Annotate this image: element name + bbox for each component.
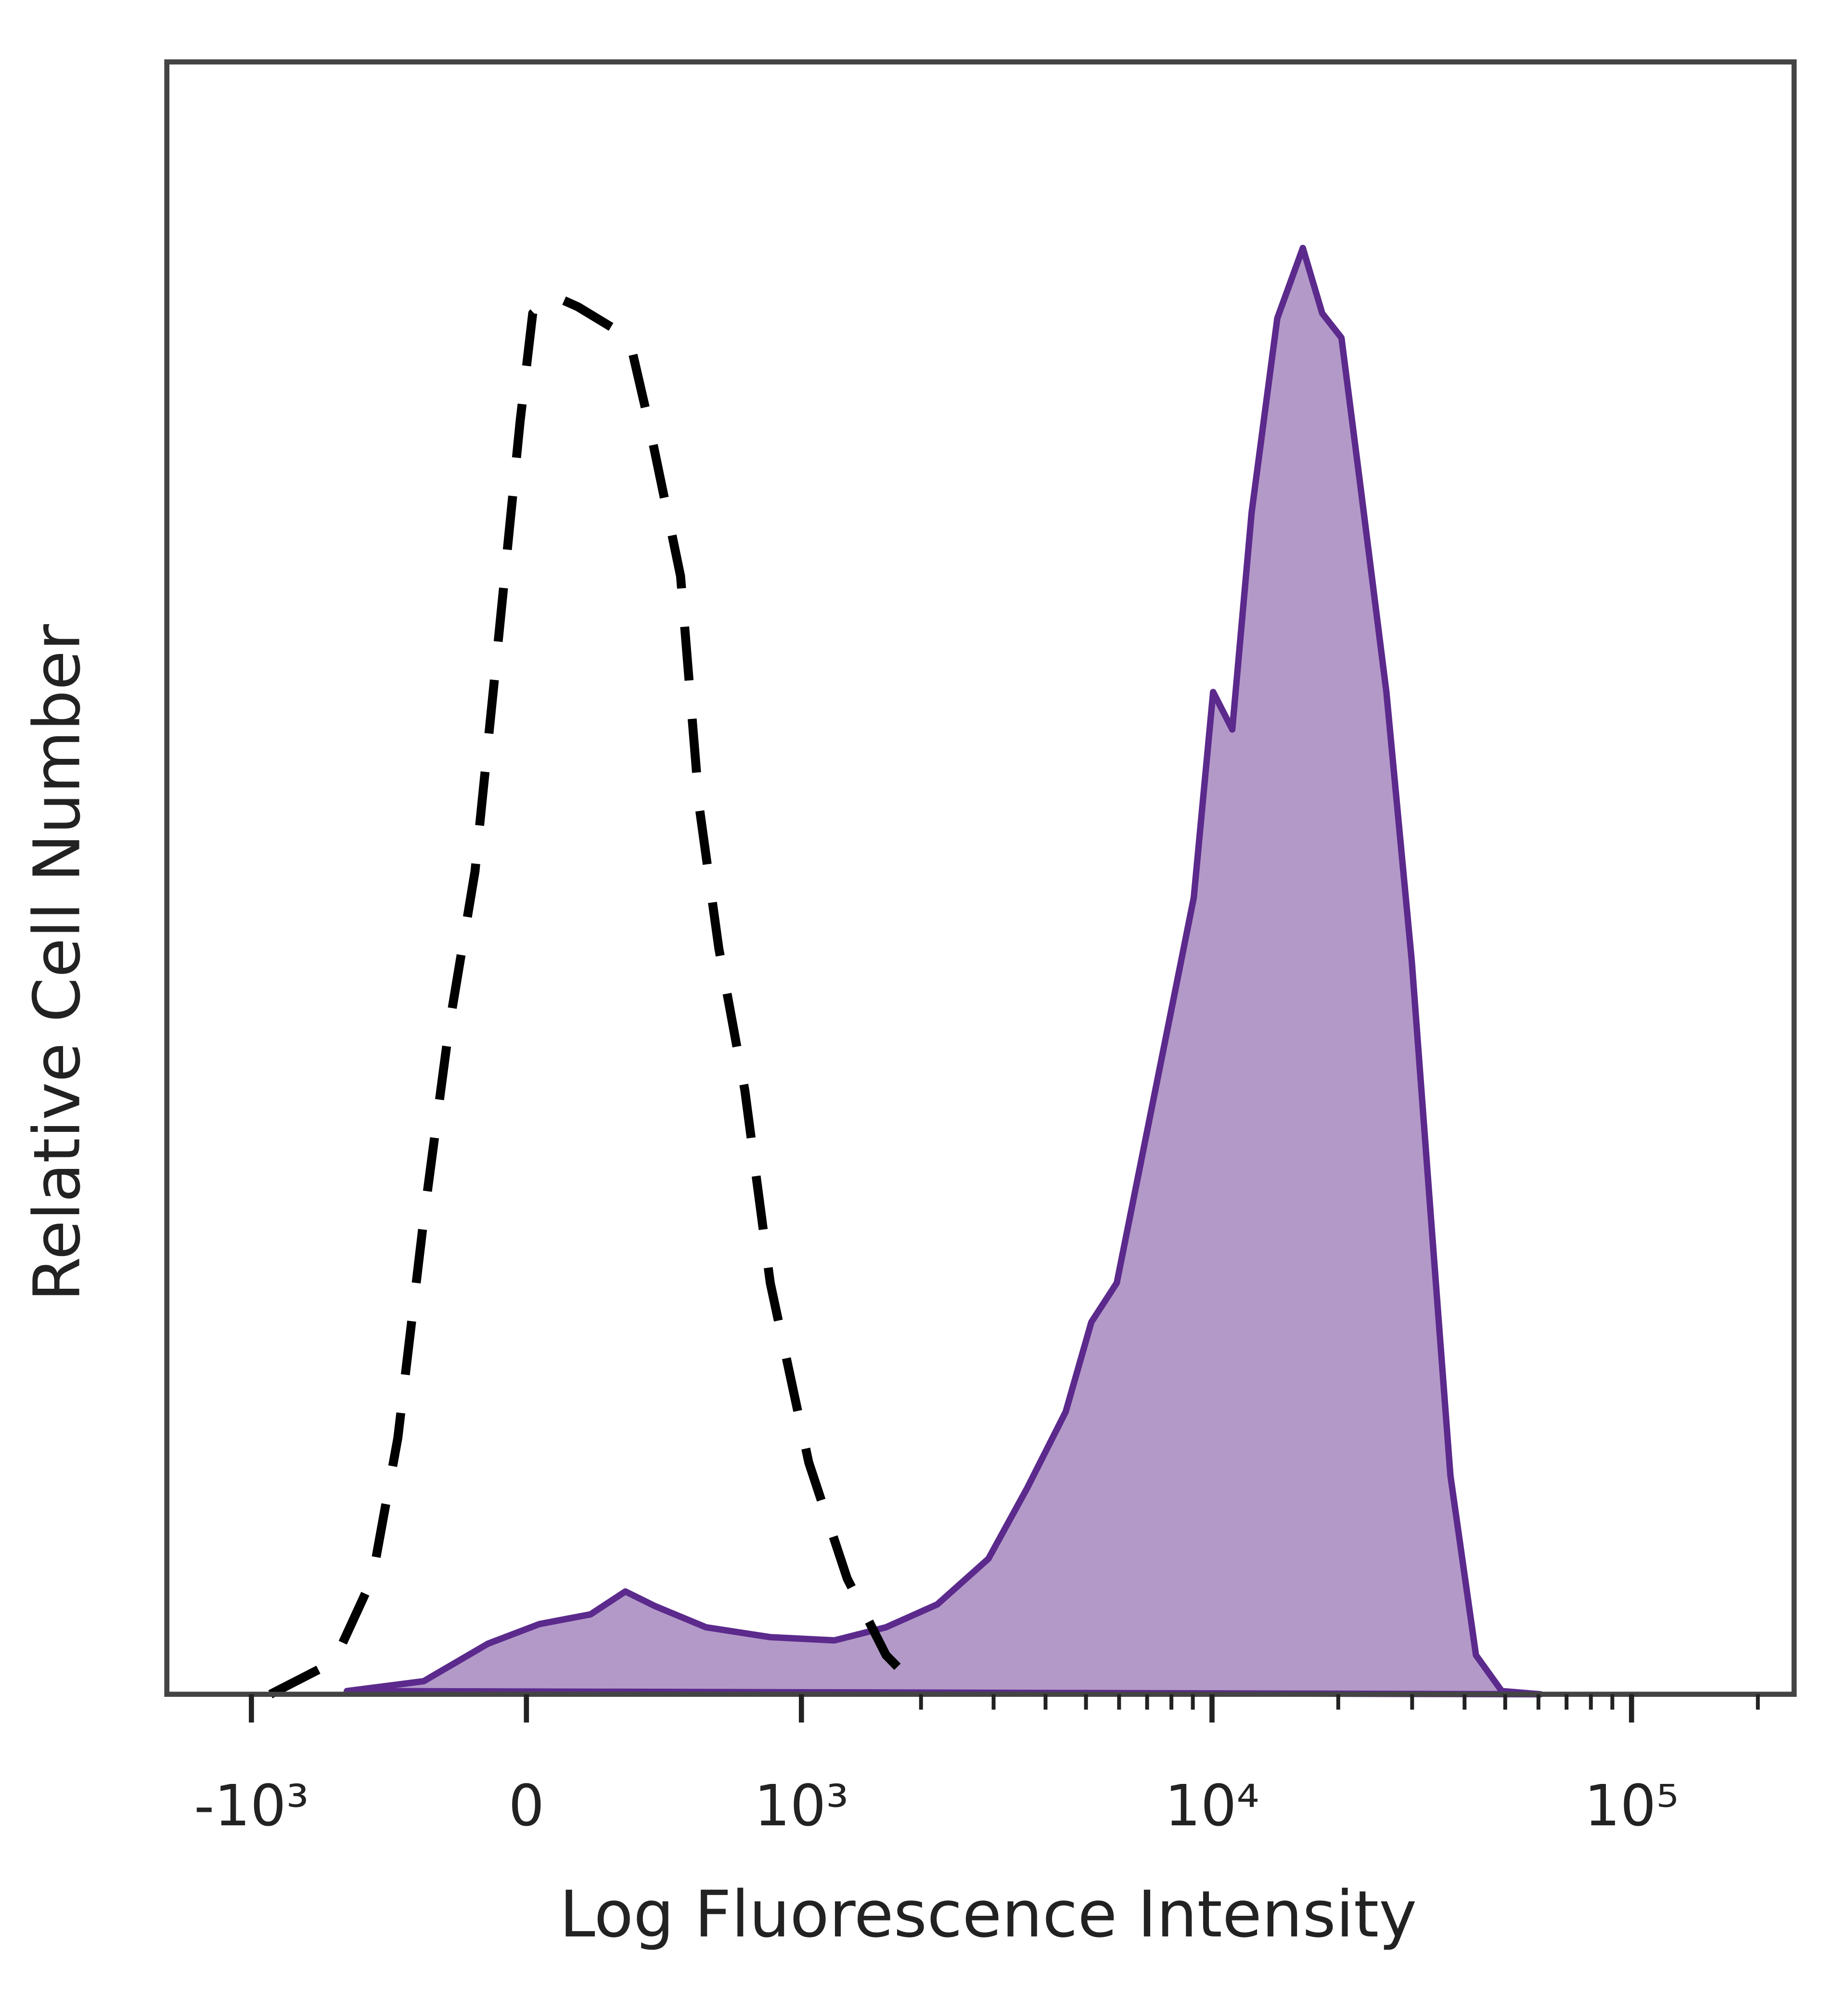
x-tick-label: 10⁴ bbox=[1165, 1773, 1259, 1839]
y-axis-title: Relative Cell Number bbox=[20, 624, 95, 1301]
x-axis-title: Log Fluorescence Intensity bbox=[560, 1877, 1417, 1952]
x-tick-label: 10³ bbox=[754, 1773, 848, 1839]
filled-histogram bbox=[344, 244, 1544, 1698]
x-tick-label: 10⁵ bbox=[1584, 1773, 1679, 1839]
dashed-histogram bbox=[268, 291, 928, 1698]
x-tick-label: -10³ bbox=[194, 1773, 309, 1839]
x-tick-label: 0 bbox=[509, 1773, 545, 1839]
plot-frame bbox=[164, 59, 1797, 1697]
